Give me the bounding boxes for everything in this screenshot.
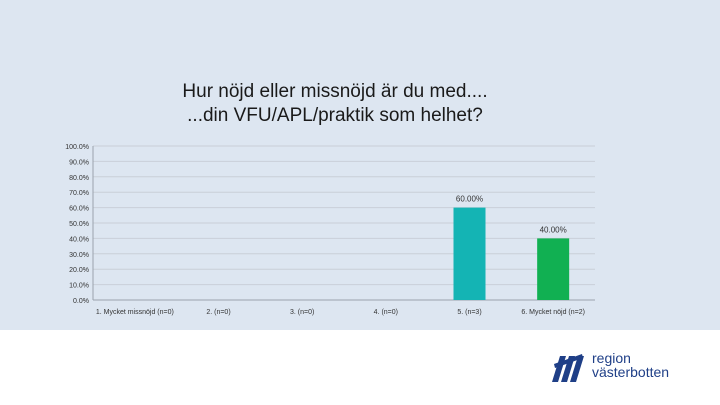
y-tick-label: 40.0% <box>69 236 89 243</box>
x-tick-label: 2. (n=0) <box>206 309 230 316</box>
x-tick-label: 6. Mycket nöjd (n=2) <box>521 309 585 316</box>
logo-text: region västerbotten <box>592 351 669 379</box>
y-tick-label: 80.0% <box>69 175 89 182</box>
region-logo-icon <box>552 354 584 382</box>
y-tick-label: 10.0% <box>69 283 89 290</box>
y-tick-label: 60.0% <box>69 206 89 213</box>
bar-chart: 0.0% 10.0% 20.0% 30.0% 40.0% 50.0% 60.0% 70.0% 8… <box>65 144 595 316</box>
chart-title: Hur nöjd eller missnöjd är du med.... ..… <box>80 80 590 128</box>
chart-title-line-1: Hur nöjd eller missnöjd är du med.... <box>182 81 488 102</box>
bar <box>537 238 570 300</box>
logo-text-line-2: västerbotten <box>592 364 670 380</box>
data-label: 40.00% <box>540 225 567 234</box>
y-tick-label: 100.0% <box>65 144 89 151</box>
content-panel <box>0 0 720 330</box>
x-tick-label: 1. Mycket missnöjd (n=0) <box>96 309 174 316</box>
data-label: 60.00% <box>456 195 483 204</box>
y-tick-label: 90.0% <box>69 159 89 166</box>
x-tick-label: 5. (n=3) <box>457 309 481 316</box>
bar <box>453 207 486 300</box>
y-tick-label: 70.0% <box>69 190 89 197</box>
x-tick-label: 4. (n=0) <box>374 309 398 316</box>
y-tick-label: 50.0% <box>69 221 89 228</box>
x-tick-label: 3. (n=0) <box>290 309 314 316</box>
y-tick-label: 30.0% <box>69 252 89 259</box>
region-vasterbotten-logo: region västerbotten <box>552 350 702 384</box>
logo-text-line-1: region <box>592 350 631 366</box>
y-tick-label: 20.0% <box>69 267 89 274</box>
y-tick-label: 0.0% <box>73 298 89 305</box>
chart-title-line-2: ...din VFU/APL/praktik som helhet? <box>187 105 483 126</box>
